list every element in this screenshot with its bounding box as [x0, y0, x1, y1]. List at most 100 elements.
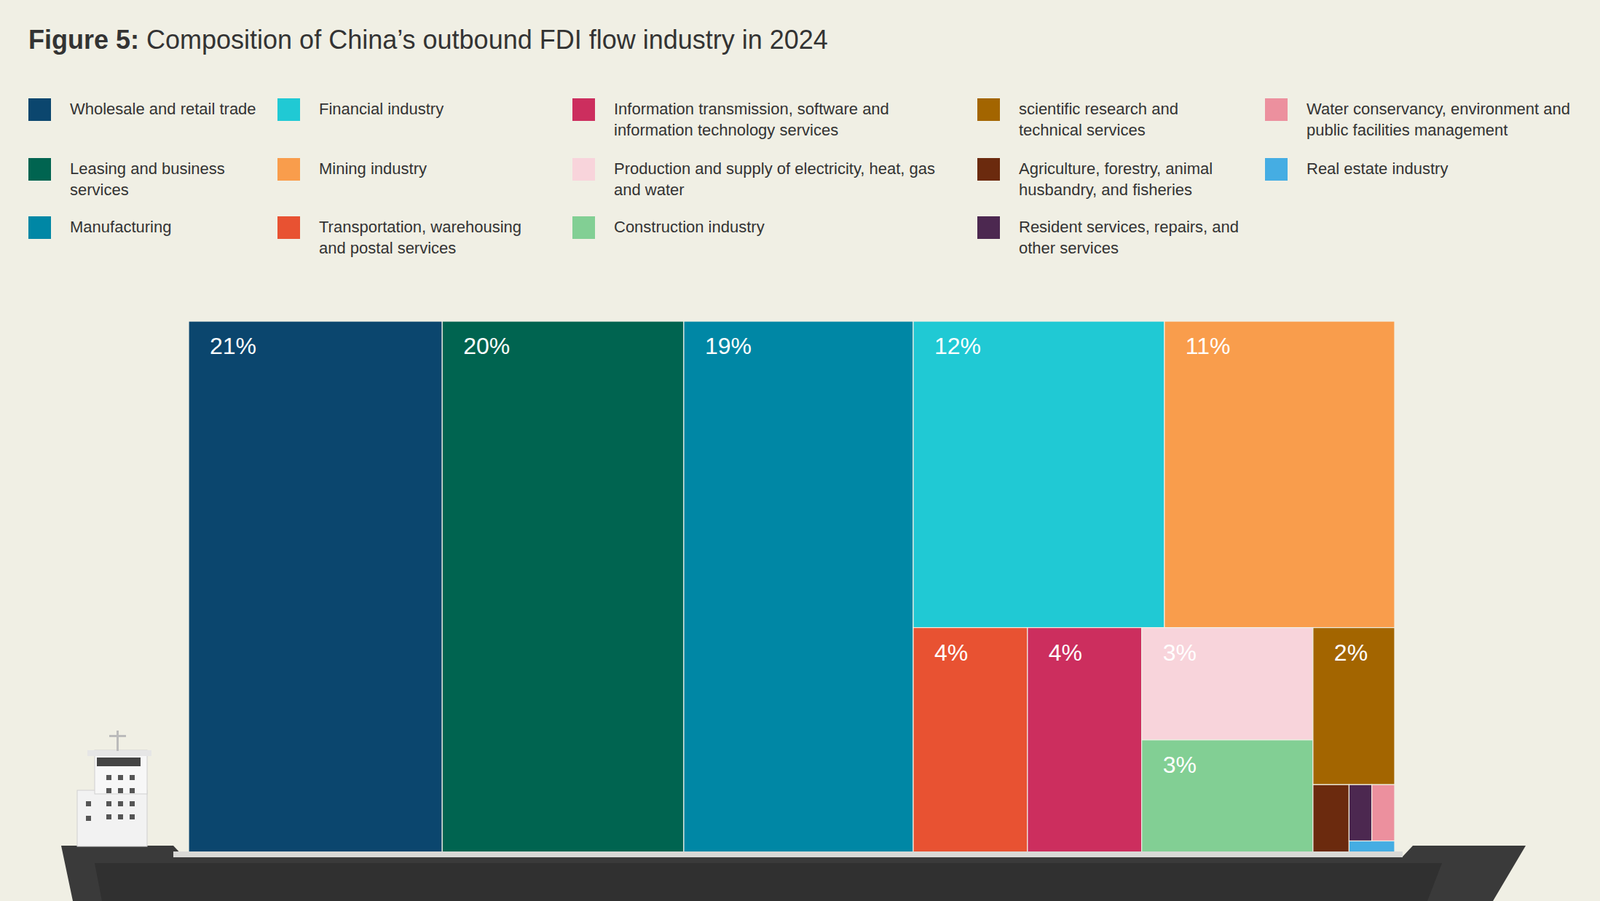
legend-label: Resident services, repairs, andother ser… [1018, 217, 1239, 258]
ship-window [117, 801, 124, 807]
treemap-cell [188, 321, 443, 853]
legend-label-line: husbandry, and fisheries [1018, 180, 1193, 199]
legend-label-line: public facilities management [1306, 120, 1508, 140]
ship-window [106, 814, 112, 820]
data-label: 19% [704, 332, 752, 360]
ship-window [129, 774, 135, 780]
ship-bridge-roof [87, 750, 152, 756]
legend-swatch [28, 158, 51, 181]
legend-label-line: Production and supply of electricity, he… [613, 159, 936, 178]
legend-swatch [572, 98, 595, 121]
legend-label-line: information technology services [613, 120, 839, 140]
chart: Figure 5: Composition of China’s outboun… [0, 0, 1600, 901]
legend-item: Financial industry [277, 98, 444, 121]
legend-swatch [1264, 98, 1288, 121]
legend-label-line: Wholesale and retail trade [69, 99, 257, 118]
treemap-cell [1313, 627, 1395, 786]
data-label: 3% [1163, 751, 1197, 778]
treemap-cell [442, 321, 684, 853]
legend-swatch [572, 216, 595, 239]
ship-railing [173, 851, 1403, 858]
legend-item: Production and supply of electricity, he… [572, 158, 936, 199]
treemap-cell [913, 321, 1165, 628]
legend-label-line: and postal services [318, 238, 456, 258]
data-label: 4% [934, 639, 968, 666]
data-label: 4% [1048, 639, 1083, 666]
ship-window [106, 774, 112, 780]
legend-swatch [277, 158, 301, 181]
ship-mast-bar [109, 734, 126, 738]
ship-window [129, 787, 135, 794]
legend-label-line: Manufacturing [69, 217, 172, 236]
legend-item: Construction industry [572, 216, 765, 239]
legend-label-line: Agriculture, forestry, animal [1018, 159, 1213, 178]
legend-item: Agriculture, forestry, animal husbandry, … [977, 158, 1213, 199]
legend-label: Agriculture, forestry, animal husbandry, … [1018, 159, 1213, 199]
ship-bridge [94, 750, 148, 794]
legend-swatch [977, 216, 1000, 239]
treemap-cell [1141, 627, 1314, 740]
legend-swatch [277, 216, 301, 239]
legend-label-line: technical services [1018, 120, 1146, 140]
legend-label-line: scientific research and [1018, 99, 1179, 118]
title-part: Figure 5: [28, 24, 140, 55]
ship-window [85, 801, 92, 807]
treemap-cell [913, 627, 1028, 853]
legend-label-line: other services [1018, 238, 1119, 258]
legend-swatch [977, 98, 1000, 121]
legend-item: Leasing and businessservices [28, 158, 226, 199]
legend-item: Water conservancy, environment and public… [1264, 98, 1571, 140]
data-label: 20% [463, 332, 510, 360]
legend-swatch [572, 158, 595, 181]
legend-swatch [28, 98, 51, 121]
legend-item: scientific research and technical service… [977, 98, 1179, 140]
legend-label-line: Real estate industry [1306, 159, 1448, 178]
legend-label: Mining industry [318, 159, 427, 178]
treemap-cell [1348, 841, 1395, 853]
treemap-cell [1141, 739, 1314, 853]
treemap-cell [1348, 784, 1372, 841]
treemap-cell [1027, 627, 1142, 853]
legend-item: Transportation, warehousingand postal se… [277, 216, 522, 258]
data-label: 11% [1185, 332, 1231, 360]
legend-label-line: Construction industry [613, 217, 765, 236]
legend-item: Resident services, repairs, andother ser… [977, 216, 1239, 258]
legend-label: Information transmission, software andin… [613, 99, 890, 140]
ship-hull [61, 845, 1526, 901]
legend-item: Mining industry [277, 158, 427, 181]
data-label: 2% [1334, 639, 1368, 666]
ship-bridge-window [96, 757, 141, 767]
ship-window [85, 815, 92, 821]
ship-hull-shade [94, 862, 1442, 901]
ship-window [117, 787, 124, 794]
ship-window [106, 787, 112, 794]
legend-label: Water conservancy, environment and public… [1306, 99, 1571, 140]
legend-label-line: Water conservancy, environment and [1306, 99, 1571, 118]
treemap-cell [1372, 784, 1395, 841]
title: Figure 5: Composition of China’s outboun… [28, 24, 829, 55]
ship-cabin [77, 790, 148, 847]
title-part: Composition of China’s outbound FDI flow… [139, 24, 829, 55]
treemap-cell [1313, 784, 1350, 853]
legend-item: Real estate industry [1264, 158, 1448, 181]
legend-label-line: and water [613, 180, 685, 199]
legend-item: Wholesale and retail trade [28, 98, 257, 121]
data-label: 21% [209, 332, 257, 360]
ship-window [117, 814, 124, 820]
legend-swatch [28, 216, 51, 239]
legend-label: Production and supply of electricity, he… [613, 159, 936, 199]
background [0, 0, 1600, 901]
legend-item: Manufacturing [28, 216, 172, 239]
legend-label: Wholesale and retail trade [69, 99, 257, 118]
data-label: 3% [1163, 639, 1197, 666]
legend-label: Leasing and businessservices [69, 159, 226, 199]
data-labels: 21% 20% 19% 12% 11% 4% 4% 3% 3% 2% [209, 332, 1368, 778]
legend-swatch [277, 98, 301, 121]
legend-item: Information transmission, software andin… [572, 98, 890, 140]
legend: Wholesale and retail trade Leasing and bu… [28, 98, 1571, 258]
treemap [188, 321, 1395, 853]
data-label: 12% [934, 332, 981, 360]
legend-swatch [1264, 158, 1288, 181]
ship-window [117, 774, 124, 780]
legend-swatch [977, 158, 1000, 181]
